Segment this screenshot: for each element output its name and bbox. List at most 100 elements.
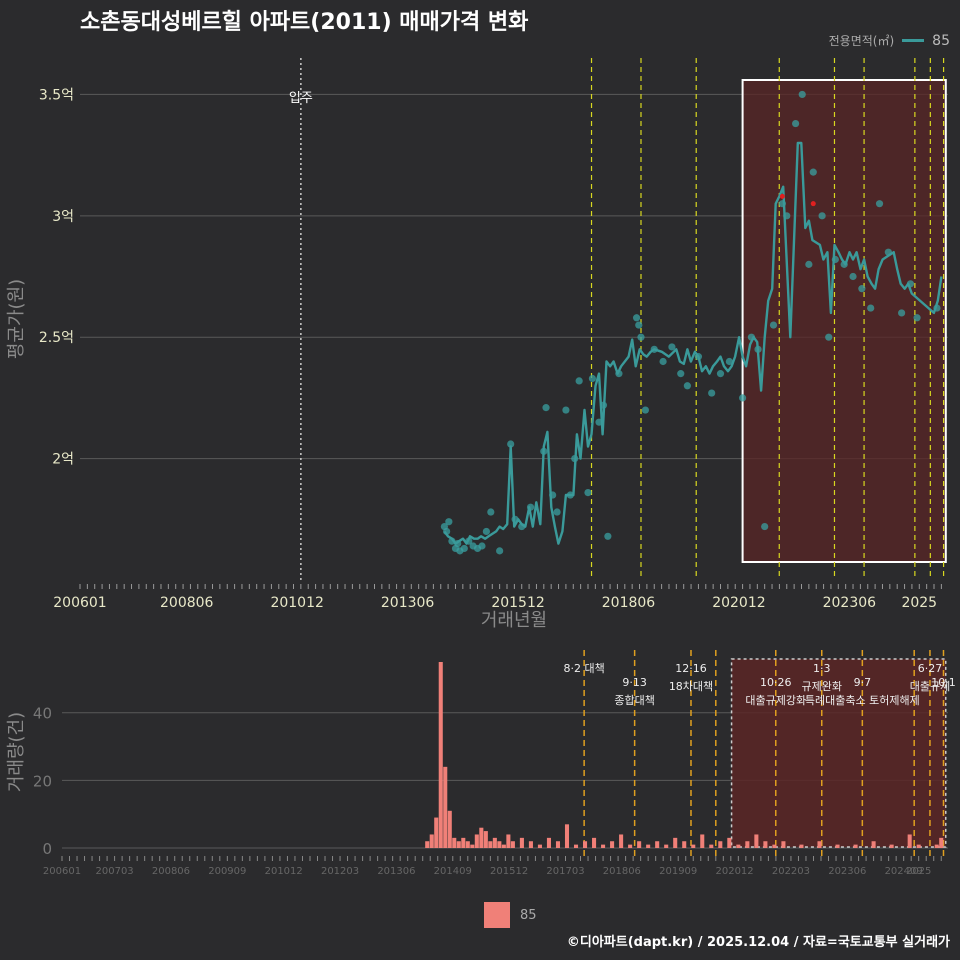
volume-bar	[718, 841, 723, 848]
volume-bar	[492, 837, 497, 848]
volume-bar	[456, 841, 461, 848]
red-mark	[779, 193, 785, 199]
volume-bar	[736, 844, 741, 848]
scatter-point	[632, 314, 641, 322]
scatter-point	[849, 272, 857, 281]
volume-bar	[619, 834, 624, 848]
scatter-point	[805, 260, 813, 268]
legend-bar-swatch	[484, 902, 510, 928]
bar-x-tick-label: 2025	[906, 866, 931, 877]
scatter-point	[725, 357, 733, 366]
scatter-point	[542, 404, 550, 412]
x-tick-label: 200806	[160, 595, 214, 611]
volume-bar	[907, 834, 912, 848]
volume-bar	[528, 841, 533, 848]
price-line	[443, 141, 943, 545]
bar-y-tick-label: 20	[33, 772, 52, 790]
y-tick-label: 3.5억	[39, 87, 74, 103]
policy-annotation-name: 대출규제	[910, 680, 950, 693]
bar-x-tick-label: 201909	[659, 866, 697, 877]
bar-y-tick-label: 0	[42, 840, 52, 858]
legend-line-swatch	[902, 39, 925, 42]
volume-bar	[709, 844, 714, 848]
scatter-point	[575, 377, 583, 385]
scatter-point	[792, 119, 800, 128]
volume-bar	[889, 844, 894, 848]
bar-x-tick-label: 201306	[377, 866, 415, 877]
x-tick-label: 202012	[712, 595, 765, 611]
y-axis-title: 평균가(원)	[6, 279, 27, 359]
scatter-point	[460, 544, 468, 553]
volume-bar	[934, 844, 939, 848]
volume-bar	[781, 841, 786, 848]
bar-x-tick-label: 202409	[885, 866, 923, 877]
volume-bar	[799, 844, 804, 848]
scatter-point	[716, 370, 725, 378]
policy-annotation-name: 대출규제강화	[745, 694, 806, 707]
bar-x-tick-label: 202306	[828, 866, 866, 877]
volume-bar	[497, 841, 502, 848]
volume-bar	[673, 837, 678, 848]
bar-x-tick-label: 200806	[152, 866, 190, 877]
policy-annotation-date: 9·7	[854, 676, 872, 689]
volume-bar	[763, 841, 768, 848]
y-tick-label: 2억	[52, 452, 74, 468]
volume-bar	[438, 662, 443, 848]
scatter-point	[738, 394, 747, 402]
scatter-point	[562, 406, 570, 414]
volume-bar	[871, 841, 876, 848]
volume-bar	[682, 841, 687, 848]
bar-y-axis-title: 거래량(건)	[6, 712, 27, 792]
x-tick-label: 201306	[381, 595, 435, 611]
volume-bar	[628, 844, 633, 848]
scatter-point	[584, 488, 592, 497]
bar-x-tick-label: 201203	[321, 866, 359, 877]
volume-bar	[470, 844, 475, 848]
volume-bar	[519, 837, 524, 848]
y-tick-label: 3억	[52, 209, 74, 225]
legend-top: 전용면적(㎡) 85	[829, 32, 950, 49]
scatter-point	[798, 90, 806, 99]
scatter-point	[478, 542, 486, 550]
legend-label: 전용면적(㎡)	[828, 34, 895, 48]
policy-annotation-name: 종합대책	[614, 694, 654, 707]
scatter-point	[818, 212, 826, 220]
volume-bar	[506, 834, 511, 848]
scatter-point	[708, 389, 716, 397]
volume-bar	[546, 837, 551, 848]
volume-bar	[443, 766, 448, 848]
bar-x-tick-label: 200601	[43, 866, 81, 877]
scatter-point	[683, 382, 691, 390]
volume-bar	[510, 841, 515, 848]
scatter-point	[588, 374, 597, 383]
policy-annotation-date: 12·16	[675, 662, 707, 675]
volume-bar	[465, 841, 470, 848]
volume-bar	[664, 844, 669, 848]
volume-bar	[853, 844, 858, 848]
x-tick-label: 202306	[823, 595, 877, 611]
scatter-point	[677, 370, 685, 378]
volume-bar	[501, 844, 506, 848]
scatter-point	[482, 527, 490, 536]
policy-annotation-date: 10·26	[760, 676, 792, 689]
scatter-point	[641, 406, 650, 414]
volume-bar	[592, 837, 597, 848]
scatter-point	[496, 547, 504, 555]
scatter-point	[604, 532, 612, 540]
volume-bar	[452, 837, 457, 848]
bar-x-tick-label: 200703	[96, 866, 134, 877]
footer-credit: ©디아파트(dapt.kr) / 2025.12.04 / 자료=국토교통부 실…	[566, 935, 950, 950]
policy-annotation-date: 9·13	[622, 676, 647, 689]
scatter-point	[858, 285, 866, 293]
bar-x-tick-label: 202203	[772, 866, 810, 877]
chart-title: 소촌동대성베르힐 아파트(2011) 매매가격 변화	[80, 10, 529, 35]
scatter-point	[507, 440, 515, 448]
volume-bar	[727, 837, 732, 848]
scatter-point	[867, 304, 875, 312]
scatter-point	[825, 333, 833, 341]
policy-annotation-name: 18차대책	[669, 680, 713, 693]
x-tick-label: 201806	[602, 595, 656, 611]
scatter-point	[769, 321, 778, 329]
x-tick-label: 201012	[270, 595, 323, 611]
volume-bar	[655, 841, 660, 848]
